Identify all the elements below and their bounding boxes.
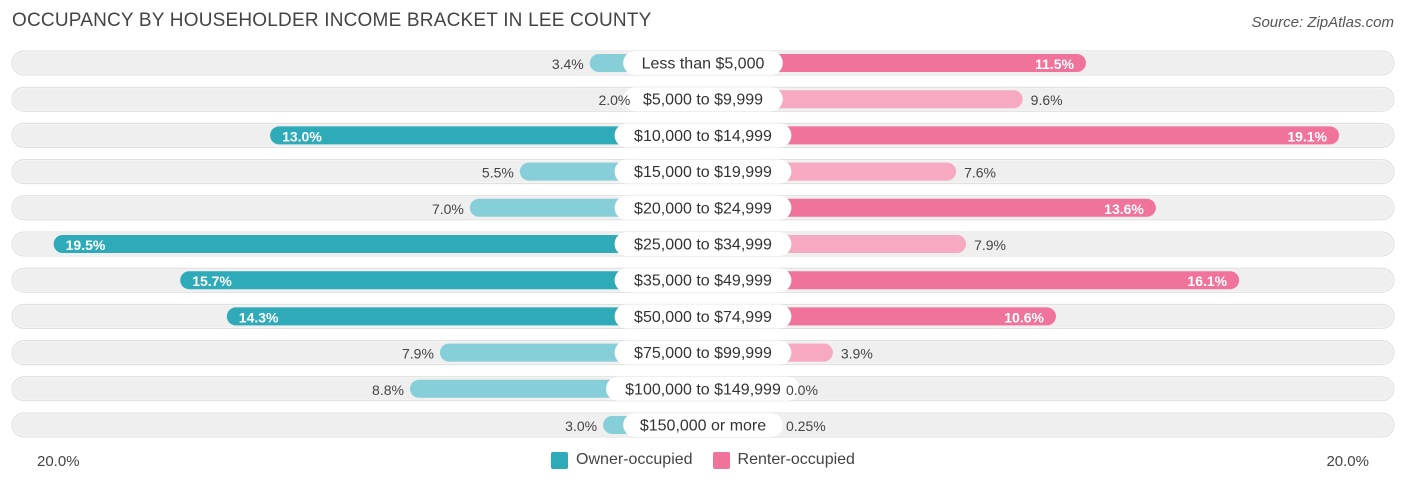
renter-bar[interactable] [703, 54, 1086, 72]
owner-swatch [551, 451, 569, 469]
owner-value-label: 5.5% [482, 165, 514, 181]
renter-value-label: 0.25% [786, 418, 826, 434]
owner-value-label: 7.9% [402, 346, 434, 362]
category-pill [614, 340, 792, 365]
owner-bar[interactable] [270, 126, 703, 145]
category-label: Less than $5,000 [642, 56, 765, 73]
category-pill [623, 87, 783, 112]
owner-value-label: 3.4% [552, 56, 584, 72]
renter-value-label: 19.1% [1287, 128, 1327, 144]
legend: Owner-occupied Renter-occupied [0, 451, 1406, 469]
category-label: $150,000 or more [640, 418, 766, 435]
legend-item-renter[interactable]: Renter-occupied [712, 451, 855, 469]
renter-value-label: 11.5% [1035, 56, 1074, 72]
chart-title: OCCUPANCY BY HOUSEHOLDER INCOME BRACKET … [12, 10, 652, 31]
owner-value-label: 15.7% [192, 273, 232, 289]
owner-bar[interactable] [53, 235, 703, 253]
owner-value-label: 8.8% [372, 382, 404, 398]
category-label: $10,000 to $14,999 [634, 128, 772, 145]
category-label: $100,000 to $149,999 [625, 381, 781, 398]
category-pill [614, 195, 792, 220]
renter-value-label: 13.6% [1104, 201, 1144, 217]
source-note: Source: ZipAtlas.com [1251, 14, 1394, 31]
category-label: $50,000 to $74,999 [634, 309, 772, 326]
renter-value-label: 7.9% [974, 237, 1006, 253]
renter-bar[interactable] [703, 307, 1056, 326]
renter-value-label: 0.0% [786, 382, 818, 398]
category-label: $35,000 to $49,999 [634, 273, 772, 290]
owner-bar[interactable] [180, 271, 703, 290]
category-label: $5,000 to $9,999 [643, 92, 763, 109]
category-pill [614, 304, 792, 329]
legend-item-owner[interactable]: Owner-occupied [551, 451, 693, 469]
renter-bar[interactable] [703, 271, 1240, 290]
category-pill [623, 51, 783, 75]
category-label: $15,000 to $19,999 [634, 164, 772, 181]
category-pill [614, 159, 792, 184]
owner-value-label: 14.3% [239, 309, 279, 325]
category-label: $25,000 to $34,999 [634, 237, 772, 254]
renter-value-label: 10.6% [1004, 309, 1044, 325]
renter-value-label: 16.1% [1187, 273, 1227, 289]
category-label: $75,000 to $99,999 [634, 345, 772, 362]
renter-bar[interactable] [703, 198, 1156, 217]
legend-owner-label: Owner-occupied [576, 451, 693, 468]
category-pill [606, 376, 800, 401]
category-label: $20,000 to $24,999 [634, 200, 772, 217]
owner-value-label: 19.5% [66, 237, 106, 253]
category-pill [614, 123, 792, 148]
axis-right-label: 20.0% [1326, 453, 1369, 470]
renter-value-label: 9.6% [1031, 92, 1063, 108]
category-pill [614, 232, 792, 256]
axis-left-label: 20.0% [37, 453, 80, 470]
owner-value-label: 3.0% [565, 418, 597, 434]
owner-value-label: 13.0% [282, 128, 322, 144]
renter-value-label: 3.9% [841, 346, 873, 362]
renter-bar[interactable] [703, 90, 1023, 109]
owner-value-label: 2.0% [598, 92, 630, 108]
category-pill [614, 268, 792, 293]
owner-bar[interactable] [226, 307, 703, 326]
category-pill [623, 413, 783, 437]
renter-value-label: 7.6% [964, 165, 996, 181]
renter-bar[interactable] [703, 126, 1340, 145]
renter-swatch [712, 451, 730, 469]
owner-value-label: 7.0% [432, 201, 464, 217]
legend-renter-label: Renter-occupied [737, 451, 855, 468]
